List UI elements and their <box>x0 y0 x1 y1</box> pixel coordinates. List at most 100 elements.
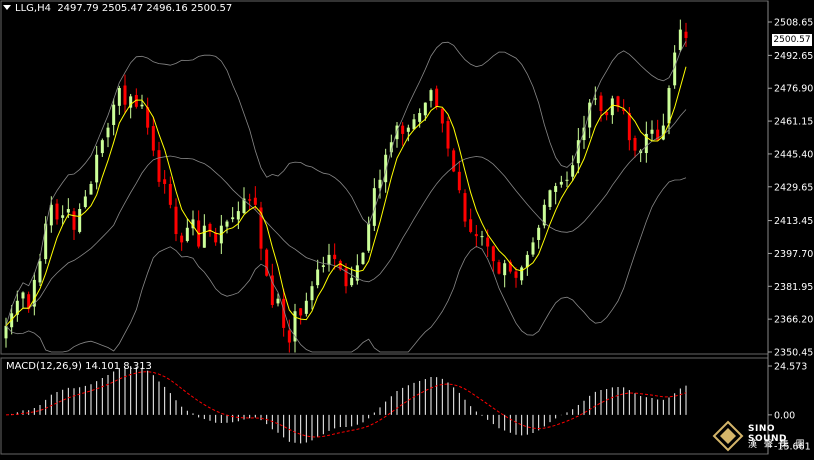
candle-body <box>656 129 660 141</box>
price-tick-label: 2429.65 <box>774 182 813 193</box>
candle-body <box>78 209 82 232</box>
candle-body <box>684 31 688 38</box>
candle-body <box>321 265 325 267</box>
candle-body <box>66 209 70 213</box>
candle-body <box>355 265 359 281</box>
candle-body <box>117 88 121 106</box>
price-tick-label: 2350.45 <box>774 348 813 359</box>
candle-body <box>338 260 342 270</box>
candle-body <box>463 193 467 222</box>
candle-body <box>27 294 31 310</box>
candle-body <box>191 219 195 229</box>
candle-body <box>293 311 297 342</box>
candle-body <box>486 237 490 247</box>
candle-body <box>554 186 558 192</box>
candle-body <box>452 150 456 172</box>
candle-body <box>350 277 354 286</box>
candle-body <box>304 300 308 314</box>
candle-body <box>49 204 53 226</box>
candle-body <box>287 330 291 343</box>
candle-body <box>100 140 104 154</box>
candle-body <box>61 215 65 218</box>
middle-band-line <box>5 109 687 327</box>
candle-body <box>83 196 87 207</box>
candle-body <box>525 254 529 268</box>
lower-band-line <box>5 177 687 353</box>
candle-body <box>180 235 184 243</box>
price-tick-label: 2381.95 <box>774 282 813 293</box>
candle-body <box>123 85 127 105</box>
candle-body <box>231 217 235 220</box>
dropdown-triangle-icon[interactable] <box>3 5 11 10</box>
candle-body <box>667 88 671 124</box>
candle-body <box>236 211 240 220</box>
symbol-ohlc-readout: LLG,H4 2497.79 2505.47 2496.16 2500.57 <box>3 3 232 14</box>
candle-body <box>650 129 654 134</box>
candle-body <box>440 108 444 124</box>
price-tick-label: 2445.40 <box>774 149 813 160</box>
moving-average-line <box>5 66 687 327</box>
candle-body <box>55 203 59 220</box>
candle-body <box>474 234 478 237</box>
candle-body <box>446 121 450 149</box>
candle-body <box>174 206 178 235</box>
candle-body <box>503 263 507 276</box>
candle-body <box>531 242 535 255</box>
candle-body <box>282 298 286 328</box>
candle-body <box>497 262 501 274</box>
candle-body <box>678 29 682 50</box>
candle-body <box>537 227 541 240</box>
candle-body <box>401 125 405 134</box>
candle-body <box>548 190 552 207</box>
candle-body <box>15 300 19 315</box>
candle-body <box>185 227 189 241</box>
candle-body <box>299 308 303 316</box>
candle-body <box>146 107 150 128</box>
logo-text-cn: 漢 聲 集 團 <box>748 440 807 450</box>
candle-body <box>310 286 314 301</box>
candle-body <box>32 279 36 307</box>
macd-tick-label: -15.661 <box>774 442 811 453</box>
candle-body <box>367 223 371 251</box>
price-tick-label: 2492.65 <box>774 51 813 62</box>
candle-body <box>559 181 563 185</box>
candle-body <box>644 133 648 154</box>
price-tick-label: 2476.90 <box>774 84 813 95</box>
candle-body <box>140 104 144 107</box>
candle-body <box>242 198 246 214</box>
candle-body <box>576 140 580 164</box>
candle-body <box>389 142 393 153</box>
candle-body <box>163 179 167 184</box>
macd-panel-frame <box>0 357 769 455</box>
candle-body <box>435 88 439 107</box>
candle-body <box>457 171 461 191</box>
candle-body <box>378 179 382 189</box>
logo-text-en: SINO SOUND <box>748 424 787 444</box>
candle-body <box>276 298 280 304</box>
candle-body <box>344 268 348 287</box>
candle-body <box>72 211 76 230</box>
candle-body <box>542 204 546 226</box>
candle-body <box>4 325 8 339</box>
candle-body <box>134 95 138 107</box>
candle-body <box>333 254 337 260</box>
sino-sound-logo: SINO SOUND 漢 聲 集 團 <box>712 418 812 454</box>
candle-body <box>599 95 603 111</box>
candle-body <box>129 96 133 108</box>
candle-body <box>259 207 263 249</box>
candle-body <box>270 275 274 305</box>
candle-body <box>469 219 473 232</box>
candle-body <box>21 292 25 299</box>
price-tick-label: 2508.65 <box>774 18 813 29</box>
candle-body <box>112 104 116 125</box>
candle-body <box>265 249 269 276</box>
candle-body <box>95 154 99 183</box>
candle-body <box>157 150 161 182</box>
upper-band-line <box>5 41 687 326</box>
candle-body <box>565 179 569 181</box>
price-tick-label: 2397.70 <box>774 249 813 260</box>
candle-body <box>372 188 376 226</box>
candle-body <box>151 126 155 151</box>
